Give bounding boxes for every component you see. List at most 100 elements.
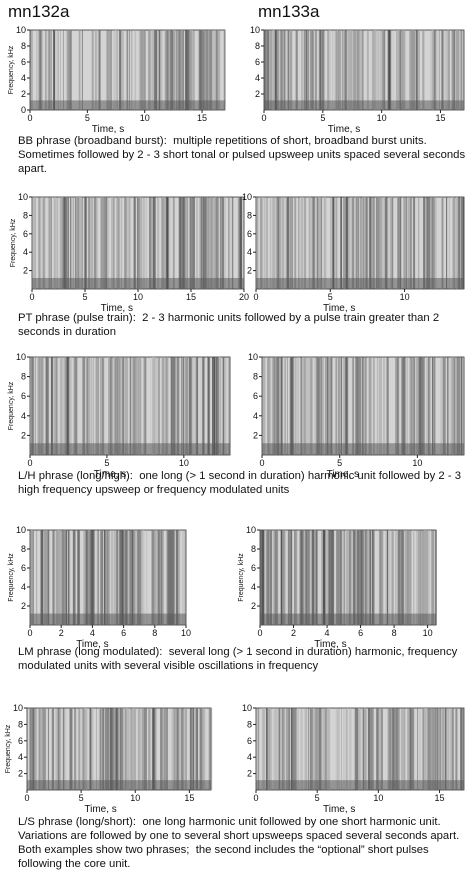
- spectrogram-texture: [359, 197, 363, 289]
- spectrogram: 0 5 10 15 2 4 6 8 10 Time, s: [250, 25, 465, 135]
- spectrogram-texture: [324, 708, 325, 790]
- spectrogram-texture: [285, 197, 288, 289]
- spectrogram-texture: [384, 30, 386, 110]
- spectrogram-texture: [91, 530, 94, 625]
- spectrogram-texture: [129, 708, 131, 790]
- spectrogram-texture: [161, 197, 164, 289]
- spectrogram-texture: [84, 708, 88, 790]
- spectrogram: 0 5 10 2 4 6 8 10 Time, s Frequency, kHz: [8, 352, 231, 480]
- spectrogram-texture: [73, 357, 75, 455]
- spectrogram-texture: [325, 357, 327, 455]
- spectrogram-texture: [408, 197, 410, 289]
- spectrogram-texture: [113, 30, 115, 110]
- spectrogram-texture: [156, 30, 158, 110]
- spectrogram-texture: [213, 30, 217, 110]
- spectrogram-texture: [363, 530, 365, 625]
- spectrogram-texture: [67, 197, 69, 289]
- spectrogram-texture: [303, 357, 306, 455]
- spectrogram-texture: [55, 30, 58, 110]
- spectrogram-texture: [363, 708, 367, 790]
- spectrogram-texture: [429, 530, 430, 625]
- x-tick-label: 10: [423, 628, 433, 638]
- spectrogram-texture: [434, 357, 436, 455]
- spectrogram-texture: [58, 708, 60, 790]
- spectrogram-texture: [335, 708, 338, 790]
- spectrogram-texture: [186, 30, 188, 110]
- spectrogram-texture: [391, 530, 394, 625]
- spectrogram-texture: [437, 708, 440, 790]
- spectrogram-texture: [353, 30, 356, 110]
- x-tick-label: 0: [253, 292, 258, 302]
- y-tick-label: 2: [21, 601, 26, 611]
- spectrogram-texture: [403, 197, 407, 289]
- spectrogram-texture: [317, 197, 319, 289]
- spectrogram-texture: [137, 357, 139, 455]
- spectrogram-texture: [164, 197, 167, 289]
- spectrogram-texture: [38, 357, 41, 455]
- spectrogram-texture: [380, 30, 384, 110]
- spectrogram-texture: [308, 197, 311, 289]
- spectrogram-texture: [344, 197, 347, 289]
- spectrogram-texture: [275, 357, 277, 455]
- spectrogram-texture: [69, 30, 72, 110]
- spectrogram-texture: [189, 708, 192, 790]
- y-tick-label: 8: [255, 41, 260, 51]
- spectrogram-texture: [391, 197, 393, 289]
- spectrogram-texture: [423, 708, 426, 790]
- spectrogram-texture: [395, 708, 398, 790]
- spectrogram-texture: [328, 708, 331, 790]
- x-tick-label: 0: [27, 458, 32, 468]
- spectrogram-texture: [290, 357, 293, 455]
- spectrogram-texture: [75, 197, 77, 289]
- spectrogram-texture: [341, 708, 342, 790]
- spectrogram-texture: [228, 357, 231, 455]
- x-axis-label: Time, s: [314, 639, 346, 650]
- spectrogram-texture: [373, 530, 375, 625]
- spectrogram-texture: [352, 357, 355, 455]
- spectrogram-texture: [333, 530, 335, 625]
- spectrogram-texture: [448, 197, 450, 289]
- spectrogram-texture: [183, 357, 185, 455]
- spectrogram-texture: [169, 530, 173, 625]
- spectrogram-texture: [369, 197, 372, 289]
- spectrogram-texture: [325, 530, 329, 625]
- spectrogram-texture: [267, 357, 270, 455]
- spectrogram-texture: [161, 197, 164, 289]
- x-tick-label: 6: [121, 628, 126, 638]
- spectrogram-texture: [151, 530, 154, 625]
- spectrogram-texture: [93, 357, 94, 455]
- spectrogram-texture: [287, 530, 290, 625]
- spectrogram-texture: [39, 708, 41, 790]
- spectrogram-texture: [310, 357, 314, 455]
- spectrogram-texture: [141, 197, 143, 289]
- spectrogram-texture: [148, 30, 151, 110]
- spectrogram-texture: [447, 30, 450, 110]
- spectrogram-texture: [413, 357, 415, 455]
- spectrogram-texture: [159, 530, 161, 625]
- spectrogram-texture: [390, 530, 391, 625]
- spectrogram-texture: [304, 530, 308, 625]
- y-tick-label: 2: [253, 430, 258, 440]
- spectrogram-texture: [451, 30, 454, 110]
- spectrogram-texture: [129, 30, 131, 110]
- spectrogram-texture: [342, 30, 344, 110]
- spectrogram-texture: [335, 357, 338, 455]
- spectrogram-texture: [396, 708, 400, 790]
- spectrogram-texture: [373, 30, 377, 110]
- spectrogram-texture: [97, 30, 100, 110]
- spectrogram-texture: [114, 357, 117, 455]
- spectrogram-texture: [304, 30, 305, 110]
- y-tick-label: 8: [253, 372, 258, 382]
- spectrogram-texture: [105, 30, 108, 110]
- x-tick-label: 10: [133, 292, 143, 302]
- spectrogram-texture: [128, 530, 130, 625]
- spectrogram-texture: [301, 197, 304, 289]
- spectrogram-texture: [355, 197, 357, 289]
- spectrogram-texture: [181, 30, 183, 110]
- spectrogram-texture: [431, 197, 435, 289]
- spectrogram-texture: [174, 30, 177, 110]
- spectrogram-texture: [97, 530, 99, 625]
- spectrogram-texture: [359, 530, 363, 625]
- spectrogram-texture: [455, 30, 459, 110]
- spectrogram-texture: [98, 357, 100, 455]
